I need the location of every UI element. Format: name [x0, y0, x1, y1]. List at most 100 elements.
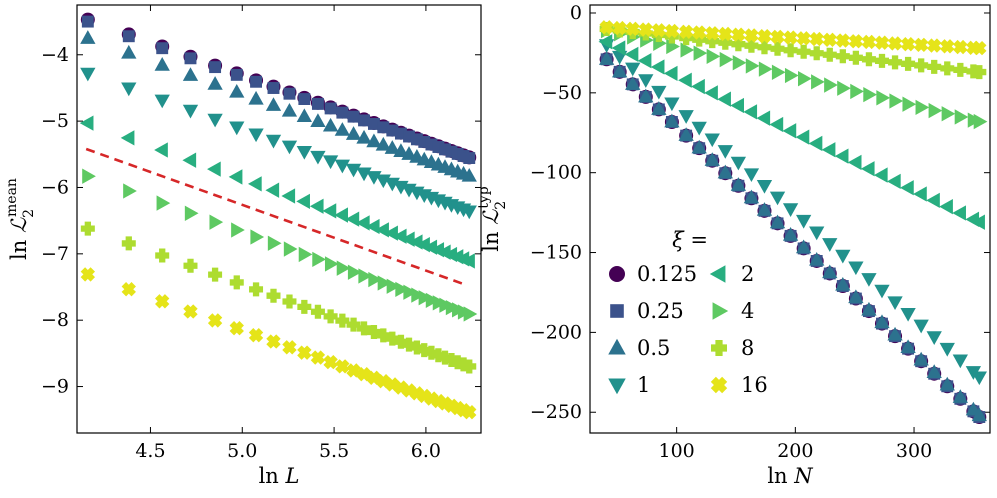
data-point: [322, 155, 339, 170]
data-point: [953, 39, 968, 55]
data-point: [154, 142, 168, 158]
data-point: [743, 104, 758, 120]
data-point: [366, 370, 382, 385]
y-tick-label: −50: [542, 82, 582, 104]
data-point: [281, 140, 298, 155]
y-tick-label: −5: [41, 110, 69, 132]
data-point: [809, 46, 824, 61]
data-point: [926, 192, 940, 209]
x-tick-label: 4.5: [135, 440, 165, 462]
data-point: [418, 135, 431, 148]
data-point: [887, 296, 903, 311]
data-point: [874, 284, 890, 299]
data-point: [209, 61, 222, 74]
data-point: [705, 26, 720, 41]
left-panel: 4.5 5.0 5.5 6.0−4−5−6−7−8−9ln Lln ℒ2mean: [4, 4, 482, 488]
legend-label: 0.5: [637, 336, 670, 360]
data-point: [913, 351, 929, 366]
data-point: [835, 33, 850, 48]
data-point: [248, 128, 264, 143]
data-point: [296, 193, 310, 209]
legend-marker: [712, 302, 729, 320]
data-point: [154, 57, 170, 71]
data-point: [121, 282, 136, 297]
data-point: [704, 85, 718, 101]
data-point: [297, 299, 312, 314]
y-axis-label-sup: mean: [4, 178, 20, 217]
series-2: [79, 115, 475, 269]
data-point: [811, 74, 825, 90]
data-point: [651, 85, 667, 100]
data-point: [914, 58, 929, 73]
data-point: [873, 167, 888, 183]
data-point: [207, 76, 223, 90]
data-point: [953, 62, 968, 77]
data-point: [323, 354, 338, 370]
data-point: [229, 121, 245, 136]
x-tick-label: 6.0: [411, 440, 441, 462]
data-point: [394, 127, 407, 140]
data-point: [403, 130, 415, 143]
data-point: [122, 30, 135, 43]
legend-entry-2: 2: [709, 262, 754, 286]
data-point: [155, 248, 170, 263]
data-point: [638, 22, 653, 37]
data-point: [704, 152, 720, 166]
data-point: [678, 24, 694, 39]
data-point: [756, 110, 771, 126]
data-point: [81, 15, 94, 28]
data-point: [229, 83, 245, 98]
data-point: [385, 377, 400, 392]
data-point: [809, 251, 825, 266]
data-point: [717, 91, 731, 107]
data-point: [913, 319, 929, 334]
data-point: [425, 138, 438, 151]
data-point: [335, 313, 350, 328]
data-point: [298, 246, 313, 263]
data-point: [971, 407, 987, 422]
y-axis-label-sub: 2: [21, 209, 37, 218]
data-point: [664, 97, 680, 112]
data-point: [156, 42, 169, 55]
data-point: [229, 275, 244, 290]
series-1: [598, 39, 987, 386]
data-point: [230, 68, 243, 81]
legend-marker: [608, 338, 626, 355]
data-point: [757, 28, 772, 44]
data-point: [281, 188, 296, 204]
data-point: [940, 39, 955, 54]
data-point: [835, 276, 851, 291]
data-point: [418, 290, 433, 306]
data-point: [913, 37, 929, 53]
data-point: [207, 113, 223, 128]
reference-dashed-line: [85, 147, 467, 287]
data-point: [664, 23, 680, 39]
x-axis-label: ln N: [767, 464, 813, 488]
y-axis-label-sup: typ: [476, 186, 492, 209]
legend-entry-1: 1: [608, 373, 650, 397]
legend-entry-0.5: 0.5: [608, 336, 670, 360]
data-point: [664, 113, 680, 128]
y-axis-label: ln ℒ2mean: [4, 178, 37, 260]
data-point: [183, 304, 198, 319]
y-axis-label-base: ln: [479, 225, 503, 252]
data-point: [461, 253, 475, 269]
data-point: [887, 36, 903, 51]
data-point: [347, 110, 360, 123]
data-point: [861, 273, 877, 287]
data-point: [445, 145, 458, 158]
x-tick-label: 300: [896, 440, 932, 462]
data-point: [355, 215, 370, 231]
data-point: [346, 317, 361, 332]
data-point: [939, 342, 955, 357]
legend-label: 8: [741, 336, 754, 360]
data-point: [182, 104, 199, 119]
data-point: [822, 238, 838, 252]
data-point: [462, 359, 477, 374]
data-point: [311, 97, 324, 110]
data-point: [952, 205, 966, 221]
data-point: [756, 202, 773, 216]
data-point: [692, 32, 707, 47]
